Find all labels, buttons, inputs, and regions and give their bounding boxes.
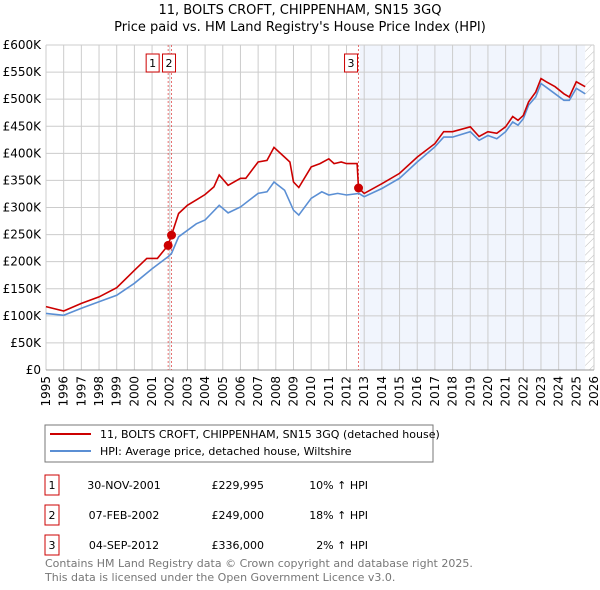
x-tick-label: 2005: [216, 376, 230, 407]
sale-row-badge: [44, 534, 60, 556]
chart-title: 11, BOLTS CROFT, CHIPPENHAM, SN15 3GQ: [159, 3, 442, 18]
sale-row-price: £249,000: [212, 509, 265, 522]
sale-row-hpi: 2% ↑ HPI: [316, 539, 368, 552]
x-tick-label: 2017: [428, 376, 442, 407]
sale-marker-label: 2: [166, 57, 173, 70]
x-tick-label: 2012: [340, 376, 354, 407]
sales-table: 1 30-NOV-2001 £229,995 10% ↑ HPI 2 07-FEB-200…: [44, 474, 368, 556]
sale-marker-box: [145, 53, 160, 73]
sale-row-badge: [44, 474, 60, 496]
sale-row-badge: [44, 504, 60, 526]
sale-row-id: 3: [49, 539, 56, 552]
y-tick-label: £200K: [3, 255, 43, 269]
y-tick-label: £0: [26, 363, 41, 377]
y-tick-label: £500K: [3, 92, 43, 106]
x-tick-label: 2022: [516, 376, 530, 407]
x-tick-label: 2000: [127, 376, 141, 407]
sale-row-date: 07-FEB-2002: [89, 509, 160, 522]
legend: 11, BOLTS CROFT, CHIPPENHAM, SN15 3GQ (d…: [44, 424, 440, 463]
y-tick-label: £250K: [3, 228, 43, 242]
y-tick-label: £450K: [3, 119, 43, 133]
legend-label-hpi: HPI: Average price, detached house, Wilt…: [100, 445, 352, 458]
y-tick-label: £100K: [3, 309, 43, 323]
sale-marker-label: 1: [149, 57, 156, 70]
y-tick-label: £550K: [3, 65, 43, 79]
x-tick-label: 1995: [39, 376, 53, 407]
sale-point: [354, 183, 364, 193]
x-tick-label: 2007: [251, 376, 265, 407]
y-tick-label: £400K: [3, 146, 43, 160]
y-tick-label: £600K: [3, 38, 43, 52]
x-tick-label: 2010: [304, 376, 318, 407]
x-tick-label: 2025: [569, 376, 583, 407]
x-tick-label: 2011: [322, 376, 336, 407]
sale-marker-box: [344, 53, 359, 73]
x-tick-label: 2004: [198, 376, 212, 407]
sale-row-date: 04-SEP-2012: [89, 539, 159, 552]
x-tick-label: 2015: [393, 376, 407, 407]
x-tick-label: 2021: [499, 376, 513, 407]
footer-copyright: Contains HM Land Registry data © Crown c…: [45, 557, 473, 570]
x-tick-label: 1998: [92, 376, 106, 407]
sale-row-hpi: 18% ↑ HPI: [309, 509, 368, 522]
sale-row-id: 1: [49, 479, 56, 492]
legend-box: [44, 424, 434, 463]
sale-row-date: 30-NOV-2001: [87, 479, 161, 492]
hpi-line: [45, 82, 586, 317]
sale-marker-label: 3: [348, 57, 355, 70]
x-tick-label: 1996: [57, 376, 71, 407]
x-tick-label: 2014: [375, 376, 389, 407]
sale-row-id: 2: [49, 509, 56, 522]
y-tick-label: £300K: [3, 201, 43, 215]
legend-label-property: 11, BOLTS CROFT, CHIPPENHAM, SN15 3GQ (d…: [100, 428, 440, 441]
sale-row-hpi: 10% ↑ HPI: [309, 479, 368, 492]
sale-row-price: £336,000: [212, 539, 265, 552]
x-tick-label: 2001: [145, 376, 159, 407]
x-tick-label: 2024: [552, 376, 566, 407]
chart-subtitle: Price paid vs. HM Land Registry's House …: [114, 20, 486, 35]
sale-marker-box: [162, 53, 177, 73]
x-tick-label: 2009: [286, 376, 300, 407]
x-tick-label: 2013: [357, 376, 371, 407]
sale-point: [163, 240, 173, 250]
x-tick-label: 2020: [481, 376, 495, 407]
x-tick-label: 1999: [110, 376, 124, 407]
x-tick-label: 2003: [180, 376, 194, 407]
footer-licence: This data is licensed under the Open Gov…: [44, 571, 395, 584]
y-tick-label: £150K: [3, 282, 43, 296]
x-tick-label: 2008: [269, 376, 283, 407]
sale-row-price: £229,995: [212, 479, 265, 492]
x-tick-label: 1997: [74, 376, 88, 407]
y-tick-label: £50K: [10, 336, 42, 350]
x-tick-label: 2006: [233, 376, 247, 407]
property-price-line: [45, 77, 586, 312]
x-tick-label: 2018: [446, 376, 460, 407]
x-tick-label: 2019: [463, 376, 477, 407]
x-tick-label: 2023: [534, 376, 548, 407]
x-tick-label: 2026: [587, 376, 600, 407]
y-tick-label: £350K: [3, 173, 43, 187]
sale-point: [167, 230, 177, 240]
x-tick-label: 2016: [410, 376, 424, 407]
x-tick-label: 2002: [163, 376, 177, 407]
